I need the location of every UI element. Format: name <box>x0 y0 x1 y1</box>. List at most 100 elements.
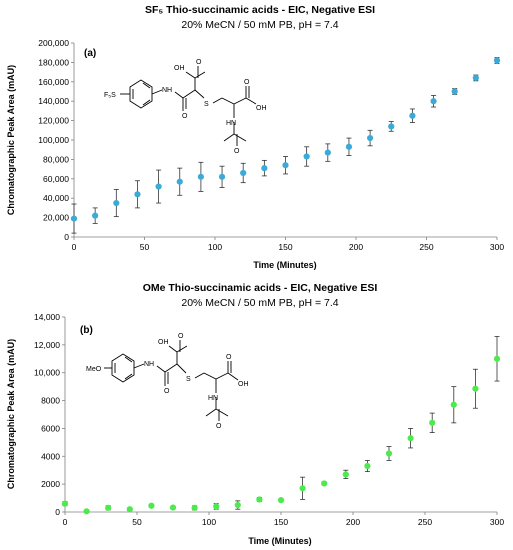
chart-b-y-tick-label: 8000 <box>41 396 60 406</box>
chart-a-data-point <box>493 57 501 64</box>
chart-b-data-point <box>321 480 328 487</box>
chart-b-data-point <box>148 502 155 509</box>
chart-a-data-point <box>134 191 141 198</box>
chart-a-y-tick-label: 180,000 <box>38 57 69 67</box>
chart-a-y-tick-label: 160,000 <box>38 77 69 87</box>
chart-b-data-point <box>234 501 241 509</box>
chart-a-data-point <box>451 88 458 95</box>
chart-a-data-point <box>70 215 78 222</box>
chart-b-data-point <box>191 504 198 511</box>
chart-b-molecule-label: S <box>186 376 191 383</box>
chart-a-data-point <box>282 162 289 169</box>
chart-a-y-tick-label: 20,000 <box>43 213 69 223</box>
chart-b-ylabel: Chromatographic Peak Area (mAU) <box>6 339 16 489</box>
chart-b-y-tick-label: 6000 <box>41 423 60 433</box>
chart-a-data-point <box>261 165 268 172</box>
chart-b-data-point <box>364 462 371 470</box>
chart-b-y-tick-label: 12,000 <box>34 340 60 350</box>
chart-b-molecule-label: OH <box>158 339 169 346</box>
chart-a-molecule-label: S <box>204 101 209 108</box>
chart-a-y-tick-label: 0 <box>64 232 69 242</box>
chart-b-data-point <box>83 508 90 515</box>
chart-a-y-tick-label: 120,000 <box>38 116 69 126</box>
chart-a-data-point <box>388 123 395 130</box>
chart-b-data-point <box>256 496 263 503</box>
chart-b-data-point <box>493 355 501 362</box>
chart-a-y-tick-label: 80,000 <box>43 154 69 164</box>
chart-b-x-tick-label: 300 <box>490 517 504 527</box>
chart-b-data-point <box>105 504 112 511</box>
chart-b-molecule-label: NH <box>144 361 154 368</box>
chart-a-data-point <box>324 149 331 156</box>
chart-a-molecule-label: O <box>182 113 188 120</box>
chart-b-x-tick-label: 150 <box>274 517 288 527</box>
chart-a-data-point <box>472 74 479 82</box>
chart-a-x-tick-label: 150 <box>278 242 292 252</box>
chart-b-title: OMe Thio-succinamic acids - EIC, Negativ… <box>143 282 378 294</box>
chart-a-data-point <box>155 183 162 190</box>
chart-b-y-tick-label: 10,000 <box>34 368 60 378</box>
chart-a-x-tick-label: 0 <box>72 242 77 252</box>
chart-a-xlabel: Time (Minutes) <box>253 260 316 270</box>
chart-a-plot-area: 0 20,000 40,000 60,000 80,000 100,000 120,000 1… <box>38 38 504 252</box>
chart-b-data-point <box>126 506 133 513</box>
chart-a-molecule-label: NH <box>162 87 172 94</box>
chart-a-molecule-structure: F₅S NH OH O O S OH O HN O <box>104 59 267 155</box>
chart-b-data-point <box>61 500 69 507</box>
chart-b-data-point <box>169 504 177 511</box>
chart-a-data-point <box>345 143 353 150</box>
chart-b-x-tick-label: 0 <box>63 517 68 527</box>
chart-b-molecule-label: O <box>164 388 170 395</box>
chart-b-xlabel: Time (Minutes) <box>248 536 311 546</box>
chart-b-x-tick-label: 200 <box>346 517 360 527</box>
chart-b-molecule-label: HN <box>208 395 218 402</box>
chart-a-y-tick-label: 200,000 <box>38 38 69 48</box>
chart-b-y-tick-label: 14,000 <box>34 312 60 322</box>
chart-b-data-point <box>342 471 349 478</box>
chart-b-molecule-structure: MeO NH OH O O S OH O HN O <box>86 333 249 430</box>
chart-a-subtitle: 20% MeCN / 50 mM PB, pH = 7.4 <box>181 19 338 31</box>
chart-a-data-point <box>113 199 120 207</box>
chart-a-y-tick-label: 40,000 <box>43 193 69 203</box>
chart-a-x-tick-label: 250 <box>419 242 433 252</box>
chart-a-y-tick-label: 100,000 <box>38 135 69 145</box>
chart-a-data-point <box>197 173 204 180</box>
chart-b-molecule-label: O <box>216 423 222 430</box>
chart-b-molecule-label: O <box>226 354 232 361</box>
chart-b-data-point <box>213 503 220 510</box>
chart-b-plot-area: 0 2000 4000 6000 8000 10,000 12,000 14,000 0 50 10… <box>34 312 504 527</box>
chart-b-data-point <box>450 401 457 408</box>
chart-a-x-tick-label: 50 <box>140 242 150 252</box>
chart-a-data-point <box>430 98 437 105</box>
chart-b-data-point <box>472 385 479 392</box>
chart-b-subtitle: 20% MeCN / 50 mM PB, pH = 7.4 <box>181 297 338 309</box>
chart-b-y-tick-label: 2000 <box>41 479 60 489</box>
chart-a-molecule-label: O <box>196 59 202 66</box>
chart-b-molecule-label: O <box>178 333 184 340</box>
chart-a-molecule-label: O <box>234 148 240 155</box>
chart-a-data-point <box>367 134 374 142</box>
chart-b-data-point <box>299 485 306 492</box>
chart-a-y-tick-label: 140,000 <box>38 96 69 106</box>
chart-b-x-tick-label: 50 <box>132 517 142 527</box>
chart-b-molecule-label: MeO <box>86 366 102 373</box>
chart-a-data-point <box>218 173 226 180</box>
chart-a-data-point <box>176 178 183 185</box>
chart-a: SF₅ Thio-succinamic acids - EIC, Negativ… <box>6 4 504 270</box>
chart-b: OMe Thio-succinamic acids - EIC, Negativ… <box>6 282 504 546</box>
chart-a-x-tick-label: 300 <box>490 242 504 252</box>
chart-b-data-point <box>429 419 436 426</box>
chart-a-panel-label: (a) <box>84 48 96 59</box>
chart-a-title: SF₅ Thio-succinamic acids - EIC, Negativ… <box>145 4 375 16</box>
chart-a-data-point <box>240 169 247 177</box>
chart-a-ylabel: Chromatographic Peak Area (mAU) <box>6 65 16 215</box>
chart-a-molecule-label: O <box>244 79 250 86</box>
chart-b-data-point <box>385 450 393 457</box>
chart-a-data-point <box>92 212 99 219</box>
chart-a-data-point <box>303 153 310 160</box>
chart-b-data-point <box>407 435 414 442</box>
chart-b-x-tick-label: 100 <box>202 517 216 527</box>
chart-b-data-point <box>277 497 285 504</box>
chart-b-y-tick-label: 4000 <box>41 451 60 461</box>
